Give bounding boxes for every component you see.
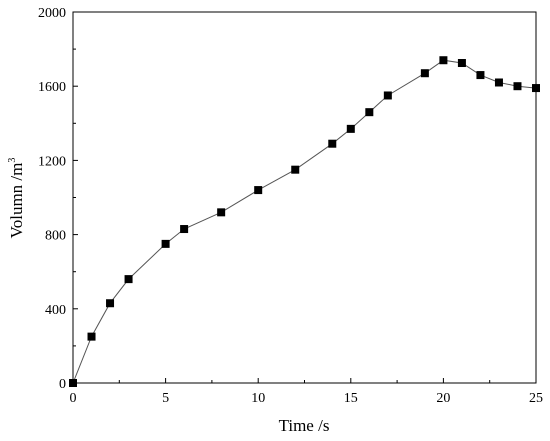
data-point (328, 139, 337, 148)
data-point (365, 108, 374, 117)
axis-ticks (72, 11, 537, 384)
data-point (476, 71, 485, 80)
data-point (532, 84, 540, 93)
y-axis-title-sup: 3 (7, 158, 18, 163)
data-point (291, 165, 300, 174)
y-tick-label: 1600 (38, 80, 66, 95)
data-point (513, 82, 522, 91)
data-point (180, 225, 189, 234)
x-tick-label: 20 (436, 391, 450, 406)
x-tick-label: 5 (162, 391, 169, 406)
data-point (383, 91, 392, 100)
data-point (254, 186, 263, 195)
data-point (346, 124, 355, 133)
y-axis-title: Volumn /m3 (7, 158, 26, 239)
data-point (106, 299, 115, 308)
y-tick-label: 2000 (38, 6, 66, 21)
series-line (72, 59, 537, 384)
y-axis-title-main: Volumn /m (7, 163, 26, 239)
y-tick-label: 0 (59, 377, 66, 392)
x-tick-label: 0 (70, 391, 77, 406)
data-point (69, 379, 77, 387)
series-markers (69, 56, 540, 387)
x-tick-label: 25 (529, 391, 543, 406)
data-point (217, 208, 226, 217)
y-tick-label: 400 (45, 303, 66, 318)
data-point (420, 69, 429, 78)
y-tick-label: 1200 (38, 154, 66, 169)
data-point (439, 56, 448, 65)
x-axis-title: Time /s (279, 416, 330, 435)
data-point (87, 332, 96, 341)
tick-labels: 0 5 10 15 20 25 0 400 800 1200 1600 2000 (38, 6, 543, 406)
data-point (124, 275, 133, 284)
data-point (494, 78, 503, 87)
data-point (161, 239, 170, 248)
plot-frame (72, 11, 537, 384)
x-tick-label: 10 (251, 391, 265, 406)
y-tick-label: 800 (45, 229, 66, 244)
x-tick-label: 15 (344, 391, 358, 406)
data-point (457, 59, 466, 68)
